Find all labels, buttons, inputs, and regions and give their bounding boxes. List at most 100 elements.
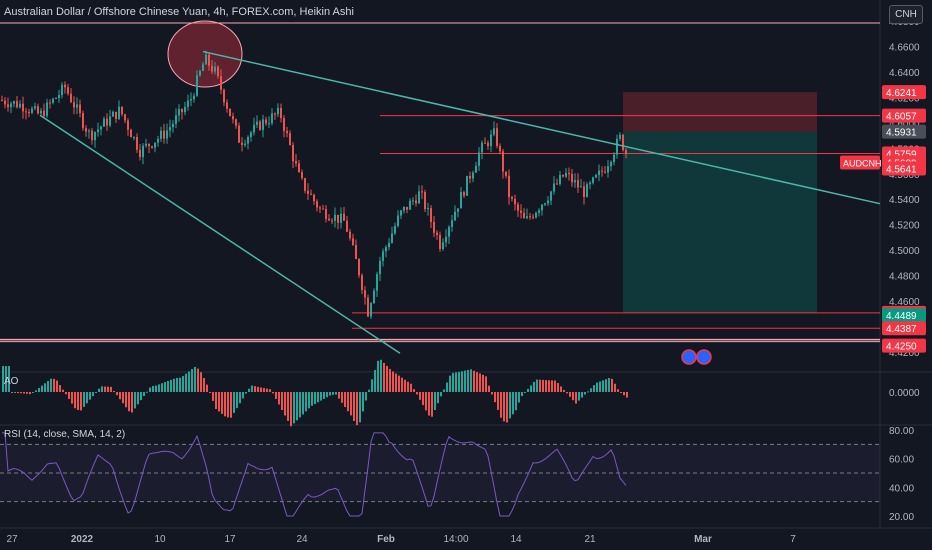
ao-bar	[419, 392, 421, 400]
ao-bar	[287, 392, 289, 421]
ao-bar	[626, 392, 628, 398]
candle-body	[382, 251, 384, 261]
ao-bar	[347, 392, 349, 412]
candle-body	[85, 128, 87, 132]
ao-bar	[236, 392, 238, 409]
ao-bar	[560, 386, 562, 392]
candle-body	[148, 143, 150, 147]
ao-bar	[539, 379, 541, 392]
ao-bar	[95, 392, 97, 393]
candle-body	[10, 103, 12, 108]
ao-bar	[98, 388, 100, 392]
candle-body	[568, 172, 570, 174]
ao-bar	[623, 392, 625, 396]
candle-body	[43, 110, 45, 117]
candle-body	[103, 118, 105, 127]
ao-bar	[545, 380, 547, 392]
ao-bar	[614, 383, 616, 392]
ao-bar	[566, 392, 568, 394]
ao-bar	[323, 392, 325, 399]
ao-bar	[65, 392, 67, 395]
candle-body	[205, 54, 207, 65]
candle-body	[508, 175, 510, 198]
ao-bar	[38, 387, 40, 392]
ao-bar	[377, 360, 379, 392]
ao-bar	[2, 366, 4, 392]
candle-body	[343, 213, 345, 221]
candle-body	[478, 152, 480, 166]
ao-bar	[107, 386, 109, 392]
y-tick-label: 4.5200	[889, 221, 920, 232]
x-tick-label: 10	[154, 534, 166, 545]
ao-bar	[542, 379, 544, 392]
candle-body	[448, 226, 450, 237]
ao-bar	[26, 392, 28, 394]
ao-indicator-label[interactable]: AO	[4, 376, 19, 387]
candle-body	[76, 104, 78, 108]
rsi-y-tick-label: 20.00	[889, 512, 914, 523]
ao-bar	[422, 392, 424, 406]
candle-body	[484, 142, 486, 144]
ao-bar	[215, 392, 217, 409]
ao-bar	[164, 382, 166, 392]
ao-bar	[557, 382, 559, 392]
ao-bar	[212, 392, 214, 401]
candles	[1, 50, 627, 320]
event-flag-icon	[681, 349, 697, 365]
ao-bar	[89, 392, 91, 400]
rsi-y-tick-label: 60.00	[889, 455, 914, 466]
candle-body	[250, 132, 252, 137]
candle-body	[523, 212, 525, 219]
candle-body	[28, 112, 30, 114]
ao-bar	[44, 383, 46, 392]
candle-body	[451, 220, 453, 227]
ao-bar	[368, 389, 370, 392]
candle-body	[385, 247, 387, 252]
candle-body	[286, 130, 288, 134]
ao-bar	[380, 359, 382, 392]
ao-bar	[284, 392, 286, 416]
ao-bar	[35, 390, 37, 392]
ao-bar	[440, 392, 442, 397]
candle-body	[454, 211, 456, 221]
ao-bar	[254, 386, 256, 392]
candle-body	[139, 149, 141, 158]
ao-bar	[272, 392, 274, 394]
candle-body	[226, 102, 228, 109]
candle-body	[211, 65, 213, 72]
candle-body	[403, 206, 405, 211]
y-tick-label: 4.5000	[889, 246, 920, 257]
candle-body	[358, 259, 360, 276]
ao-bar	[449, 375, 451, 392]
ao-bar	[56, 380, 58, 392]
ao-bar	[152, 385, 154, 392]
ao-bar	[194, 366, 196, 392]
trendline-upper	[202, 50, 881, 205]
candle-body	[544, 203, 546, 205]
candle-body	[349, 231, 351, 239]
ao-bar	[428, 392, 430, 416]
candle-body	[373, 290, 375, 304]
ao-bar	[92, 392, 94, 397]
candle-body	[400, 210, 402, 216]
candle-body	[334, 214, 336, 221]
ao-bar	[275, 392, 277, 399]
ao-bar	[23, 392, 25, 394]
candle-body	[553, 183, 555, 192]
ao-bar	[17, 392, 19, 394]
candle-body	[289, 133, 291, 145]
ao-bar	[374, 370, 376, 392]
ao-bar	[311, 392, 313, 406]
candle-body	[355, 244, 357, 260]
candle-body	[361, 275, 363, 291]
currency-button[interactable]: CNH	[889, 5, 923, 24]
ao-bar	[482, 374, 484, 392]
y-tick-label: 4.4200	[889, 348, 920, 359]
candle-body	[421, 191, 423, 193]
candle-body	[433, 221, 435, 233]
ao-bar	[488, 385, 490, 392]
ao-bar	[329, 392, 331, 396]
candle-body	[214, 66, 216, 72]
rsi-indicator-label[interactable]: RSI (14, close, SMA, 14, 2)	[4, 429, 126, 440]
